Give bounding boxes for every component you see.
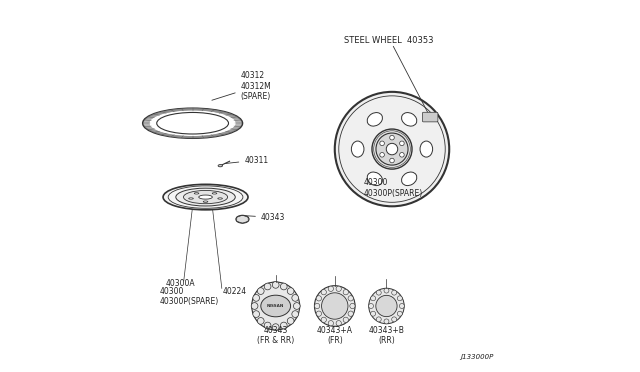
- Ellipse shape: [367, 113, 383, 126]
- Circle shape: [392, 317, 397, 322]
- Ellipse shape: [157, 112, 228, 134]
- Circle shape: [399, 141, 404, 146]
- Text: 40300
40300P(SPARE): 40300 40300P(SPARE): [364, 178, 423, 198]
- Circle shape: [253, 311, 260, 317]
- Text: 40343
(FR & RR): 40343 (FR & RR): [257, 326, 294, 345]
- Circle shape: [292, 295, 299, 301]
- Ellipse shape: [212, 193, 217, 194]
- Circle shape: [376, 290, 381, 295]
- Circle shape: [335, 92, 449, 206]
- Circle shape: [348, 311, 353, 316]
- Circle shape: [328, 286, 333, 291]
- Circle shape: [252, 303, 258, 310]
- Circle shape: [287, 288, 294, 294]
- Circle shape: [257, 318, 264, 324]
- Text: 40300
40300P(SPARE): 40300 40300P(SPARE): [159, 287, 219, 307]
- Circle shape: [392, 290, 397, 295]
- Text: 40343: 40343: [245, 213, 285, 222]
- Ellipse shape: [351, 141, 364, 157]
- FancyBboxPatch shape: [422, 112, 438, 122]
- Circle shape: [294, 303, 300, 310]
- Circle shape: [253, 295, 260, 301]
- Ellipse shape: [401, 172, 417, 186]
- Ellipse shape: [184, 190, 228, 204]
- Circle shape: [399, 153, 404, 157]
- Text: 40300A: 40300A: [166, 279, 195, 288]
- Circle shape: [280, 322, 287, 329]
- Circle shape: [384, 319, 389, 324]
- Ellipse shape: [218, 164, 223, 167]
- Text: 40224: 40224: [222, 287, 246, 296]
- Circle shape: [372, 129, 412, 169]
- Ellipse shape: [261, 295, 291, 317]
- Circle shape: [257, 288, 264, 294]
- Ellipse shape: [367, 172, 383, 186]
- Ellipse shape: [194, 193, 199, 194]
- Circle shape: [273, 282, 279, 288]
- Circle shape: [328, 321, 333, 326]
- Circle shape: [350, 303, 355, 309]
- Ellipse shape: [163, 185, 248, 210]
- Circle shape: [371, 311, 376, 316]
- Circle shape: [397, 296, 403, 301]
- Ellipse shape: [236, 215, 249, 223]
- Circle shape: [252, 282, 300, 330]
- Circle shape: [316, 311, 321, 316]
- Circle shape: [376, 317, 381, 322]
- Circle shape: [321, 289, 326, 295]
- Circle shape: [336, 286, 341, 291]
- Circle shape: [369, 288, 404, 324]
- Ellipse shape: [204, 201, 208, 202]
- Circle shape: [343, 289, 348, 295]
- Circle shape: [343, 317, 348, 323]
- Circle shape: [369, 304, 374, 308]
- Circle shape: [287, 318, 294, 324]
- Ellipse shape: [199, 195, 212, 199]
- Circle shape: [390, 158, 394, 163]
- Text: 40343+A
(FR): 40343+A (FR): [317, 326, 353, 345]
- Circle shape: [348, 296, 353, 301]
- Circle shape: [384, 288, 389, 293]
- Ellipse shape: [401, 113, 417, 126]
- Circle shape: [376, 295, 397, 317]
- Circle shape: [387, 143, 397, 155]
- Circle shape: [316, 296, 321, 301]
- Text: J133000P: J133000P: [460, 353, 493, 359]
- Text: 40312
40312M
(SPARE): 40312 40312M (SPARE): [212, 71, 271, 101]
- Circle shape: [264, 322, 271, 329]
- Ellipse shape: [218, 198, 223, 199]
- Circle shape: [314, 303, 320, 309]
- Ellipse shape: [189, 198, 193, 199]
- Circle shape: [280, 283, 287, 290]
- Circle shape: [336, 321, 341, 326]
- Ellipse shape: [420, 141, 433, 157]
- Circle shape: [264, 283, 271, 290]
- Circle shape: [399, 304, 404, 308]
- Text: NISSAN: NISSAN: [267, 304, 284, 308]
- Circle shape: [273, 324, 279, 330]
- Circle shape: [371, 296, 376, 301]
- Text: 40343+B
(RR): 40343+B (RR): [369, 326, 404, 345]
- Circle shape: [376, 133, 408, 165]
- Circle shape: [292, 311, 299, 317]
- Circle shape: [390, 135, 394, 140]
- Ellipse shape: [321, 293, 348, 319]
- Ellipse shape: [176, 188, 236, 206]
- Text: 40311: 40311: [225, 155, 268, 165]
- Circle shape: [314, 286, 355, 326]
- Circle shape: [321, 317, 326, 323]
- Circle shape: [380, 153, 385, 157]
- Circle shape: [397, 311, 403, 316]
- Text: STEEL WHEEL  40353: STEEL WHEEL 40353: [344, 36, 433, 45]
- Circle shape: [380, 141, 385, 146]
